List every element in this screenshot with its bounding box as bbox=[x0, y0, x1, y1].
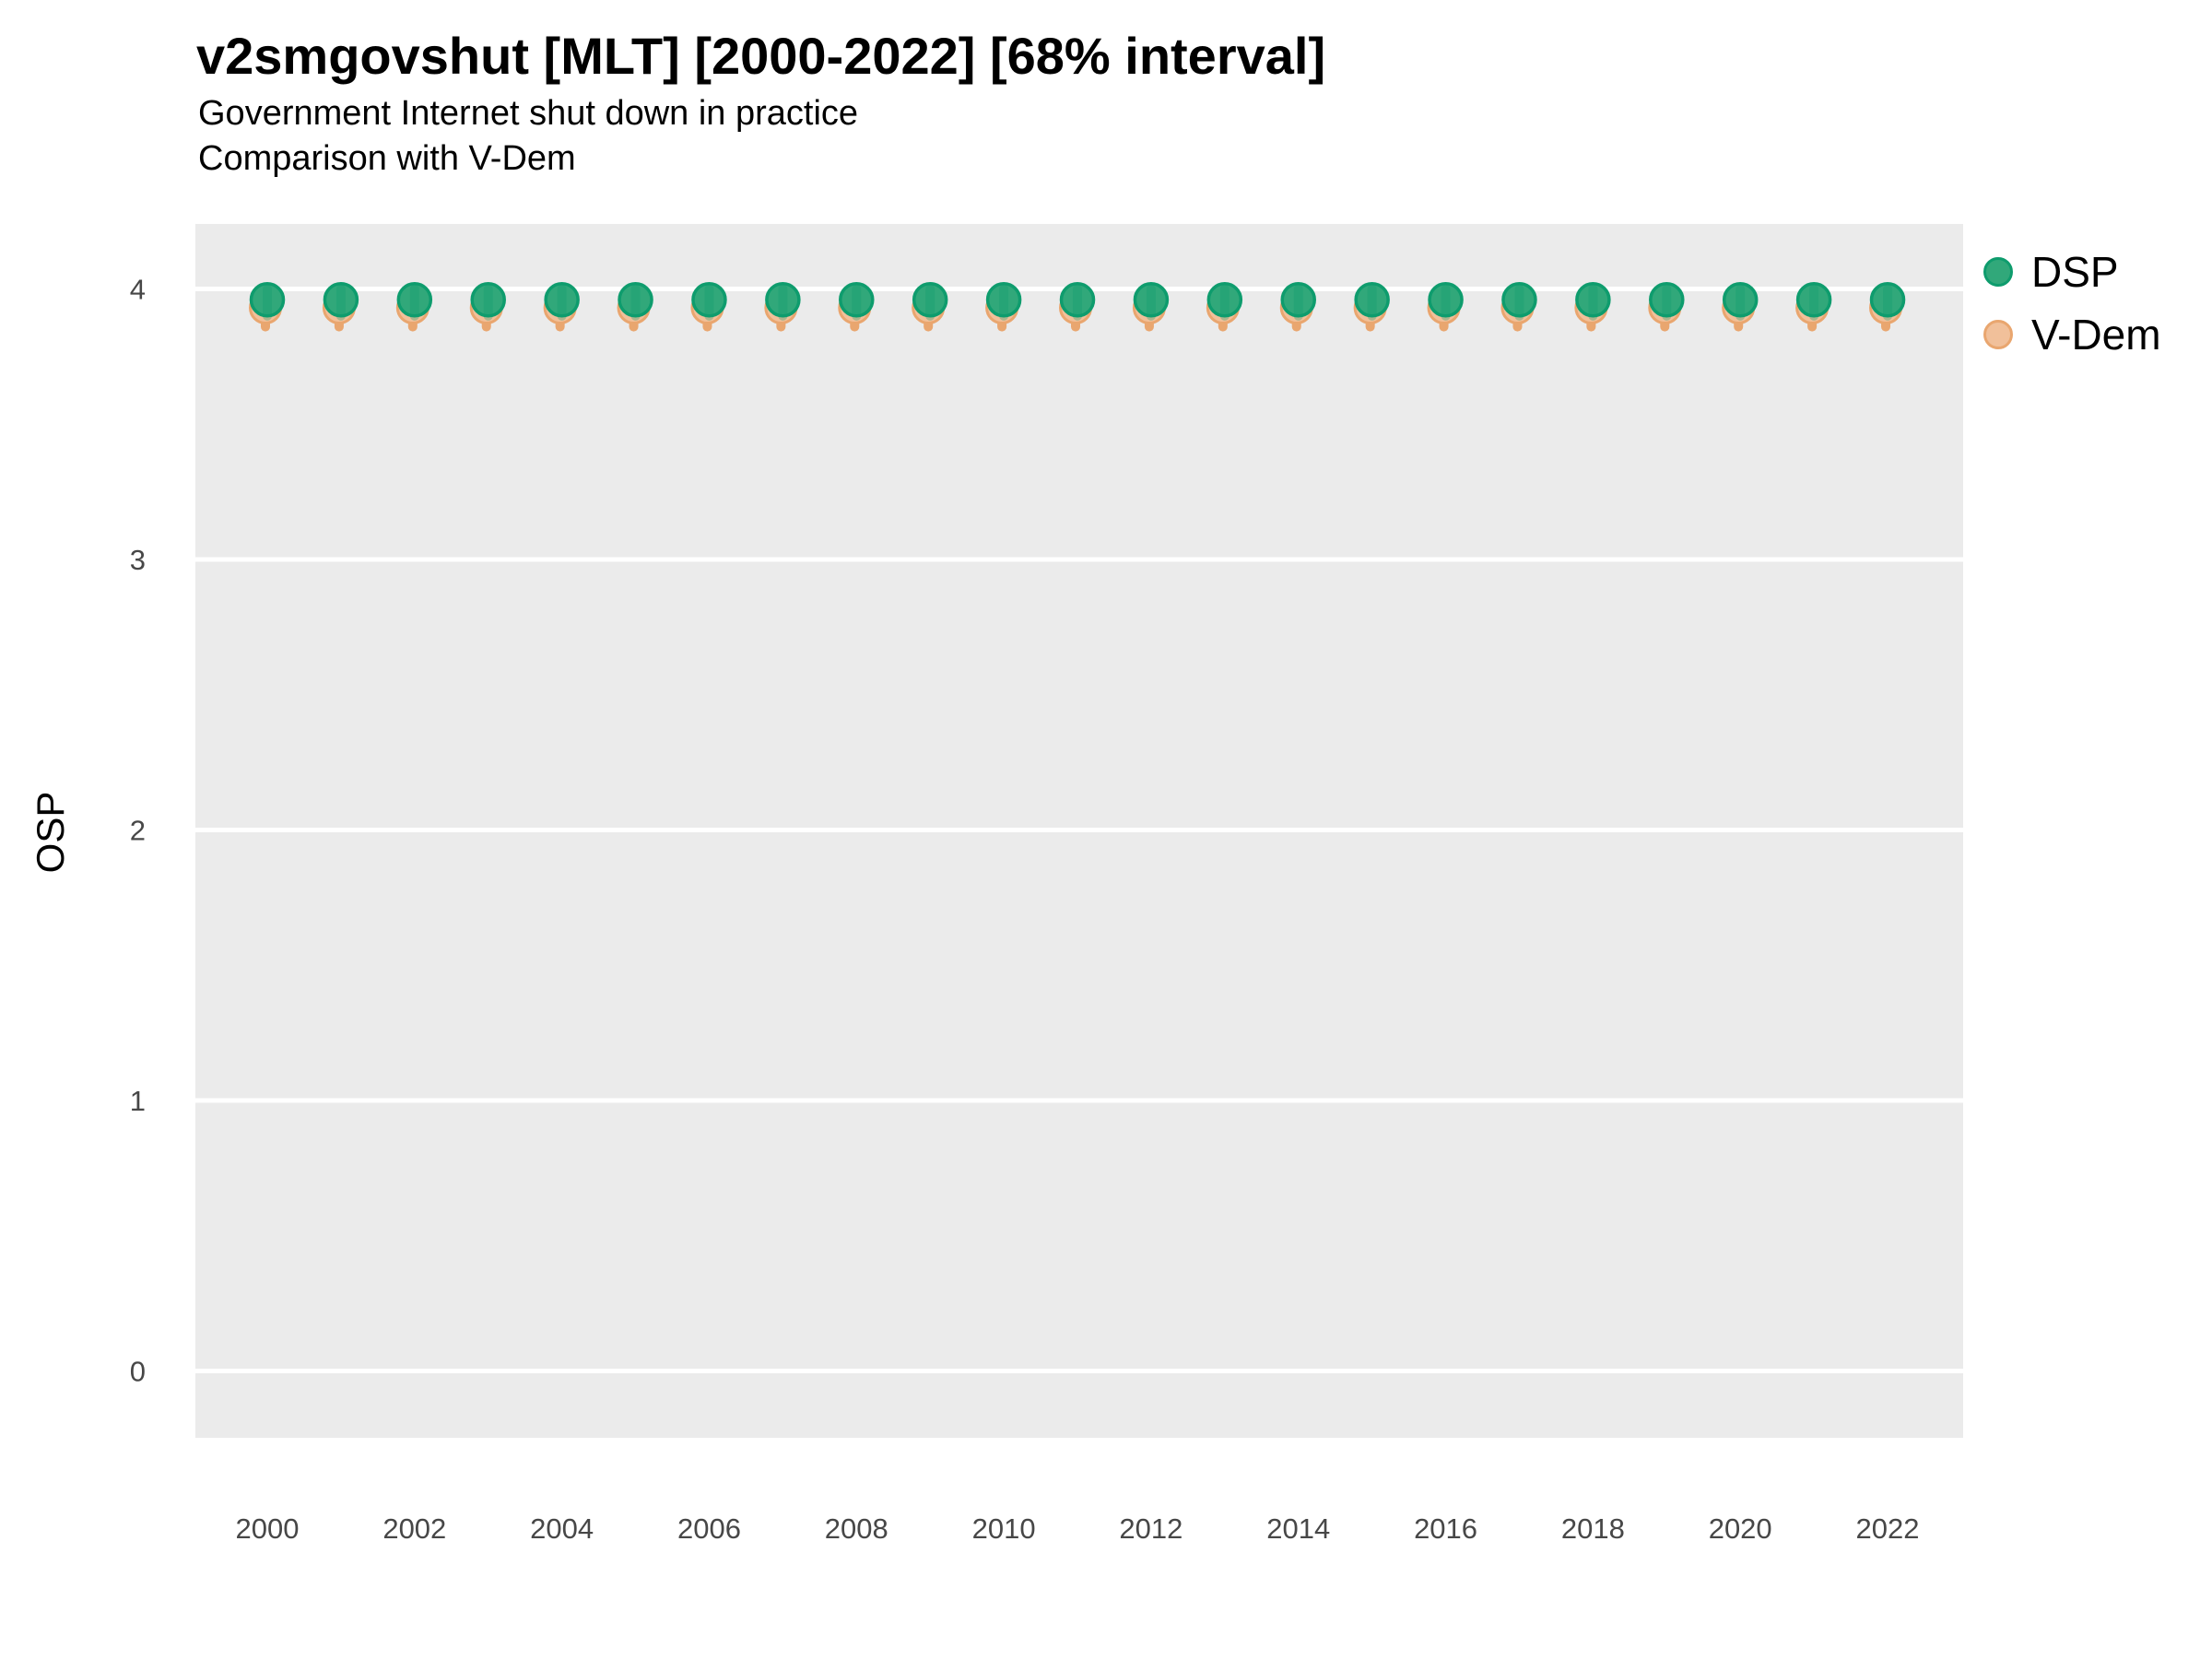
dsp-point-2012 bbox=[1133, 281, 1170, 318]
dsp-point-2013 bbox=[1206, 281, 1243, 318]
y-tick-label-1: 1 bbox=[130, 1085, 146, 1117]
x-tick-label-2000: 2000 bbox=[236, 1512, 300, 1545]
legend: DSP V-Dem bbox=[1983, 247, 2161, 359]
dsp-point-2009 bbox=[912, 281, 948, 318]
dsp-point-2014 bbox=[1280, 281, 1316, 318]
dsp-point-2018 bbox=[1575, 281, 1611, 318]
dsp-point-2003 bbox=[470, 281, 506, 318]
vdem-legend-dot-icon bbox=[1983, 320, 2013, 349]
x-tick-label-2020: 2020 bbox=[1709, 1512, 1772, 1545]
dsp-point-2005 bbox=[618, 281, 653, 318]
dsp-point-2015 bbox=[1354, 281, 1390, 318]
x-tick-label-2014: 2014 bbox=[1266, 1512, 1330, 1545]
legend-entry-dsp: DSP bbox=[1983, 247, 2161, 297]
x-tick-label-2018: 2018 bbox=[1561, 1512, 1625, 1545]
legend-label-dsp: DSP bbox=[2031, 248, 2119, 296]
y-tick-label-3: 3 bbox=[130, 544, 146, 576]
dsp-point-2006 bbox=[691, 281, 727, 318]
x-tick-label-2012: 2012 bbox=[1119, 1512, 1182, 1545]
dsp-point-2010 bbox=[985, 281, 1022, 318]
dsp-point-2017 bbox=[1501, 281, 1537, 318]
y-tick-label-0: 0 bbox=[130, 1356, 146, 1388]
x-tick-label-2016: 2016 bbox=[1414, 1512, 1477, 1545]
x-tick-label-2004: 2004 bbox=[530, 1512, 594, 1545]
x-tick-label-2022: 2022 bbox=[1856, 1512, 1920, 1545]
y-tick-label-4: 4 bbox=[130, 274, 146, 306]
dsp-point-2022 bbox=[1869, 281, 1906, 318]
x-tick-label-2006: 2006 bbox=[677, 1512, 741, 1545]
legend-label-vdem: V-Dem bbox=[2031, 311, 2161, 359]
dsp-point-2007 bbox=[765, 281, 801, 318]
dsp-point-2016 bbox=[1428, 281, 1464, 318]
chart-subtitle-line2: Comparison with V-Dem bbox=[198, 139, 576, 178]
x-tick-label-2010: 2010 bbox=[972, 1512, 1036, 1545]
dsp-point-2008 bbox=[839, 281, 875, 318]
dsp-point-2001 bbox=[323, 281, 359, 318]
chart-subtitle-line1: Government Internet shut down in practic… bbox=[198, 94, 859, 133]
dsp-point-2000 bbox=[249, 281, 286, 318]
dsp-point-2021 bbox=[1795, 281, 1832, 318]
chart-title: v2smgovshut [MLT] [2000-2022] [68% inter… bbox=[196, 27, 1326, 85]
dsp-point-2002 bbox=[396, 281, 433, 318]
legend-entry-vdem: V-Dem bbox=[1983, 310, 2161, 359]
dsp-point-2020 bbox=[1722, 281, 1759, 318]
dsp-point-2011 bbox=[1059, 281, 1096, 318]
dsp-legend-dot-icon bbox=[1983, 257, 2013, 287]
x-tick-label-2002: 2002 bbox=[382, 1512, 446, 1545]
dsp-point-2019 bbox=[1649, 281, 1685, 318]
y-tick-label-2: 2 bbox=[130, 815, 146, 847]
x-tick-label-2008: 2008 bbox=[825, 1512, 888, 1545]
y-axis-title: OSP bbox=[29, 791, 72, 874]
dsp-point-2004 bbox=[544, 281, 580, 318]
